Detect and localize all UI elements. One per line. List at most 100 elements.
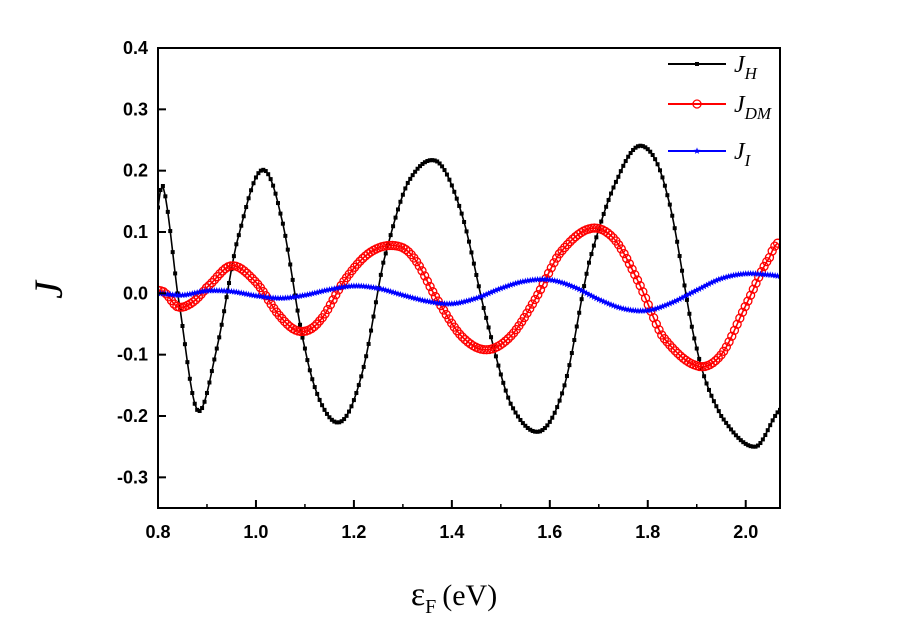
x-tick-label: 1.8 [635,522,660,542]
data-point [320,403,325,408]
data-point [743,296,753,306]
data-point [683,291,691,299]
data-point [173,271,178,276]
data-point [535,429,540,434]
data-point [721,417,726,422]
data-point [609,191,614,196]
data-point [239,266,249,276]
legend-item-i: JI [668,139,752,170]
data-point [249,188,254,193]
data-point [224,295,229,300]
data-point [295,308,300,313]
data-point [308,290,316,297]
data-point [511,406,516,411]
data-point [671,297,679,305]
series-j-dm [158,223,780,372]
data-point [574,324,579,329]
data-point [193,288,201,296]
data-point [284,294,292,301]
data-point [323,286,331,294]
data-point [373,300,378,305]
data-point [518,417,523,422]
y-tick-label: -0.1 [117,345,148,365]
data-point [533,290,543,300]
data-point [644,306,652,314]
data-point [667,202,672,207]
data-point [452,189,457,194]
data-point [603,228,613,238]
data-point [192,401,197,406]
data-point [639,307,647,314]
data-point [422,160,427,165]
data-point [170,250,175,255]
data-point [391,224,396,229]
data-point [327,415,332,420]
data-point [661,301,669,309]
data-point [490,287,497,295]
data-point [755,443,760,448]
data-point [512,279,519,287]
data-point [501,380,506,385]
data-point [560,391,565,396]
data-point [731,430,736,435]
data-point [351,398,356,403]
data-point [449,183,454,188]
data-point [381,260,386,265]
data-point [643,145,648,150]
data-point [706,387,711,392]
data-point [420,161,425,166]
data-point [450,299,458,307]
data-point [492,286,500,294]
data-point [662,183,667,188]
data-point [418,164,423,169]
data-point [751,278,761,288]
data-point [196,288,204,295]
plot-frame [157,47,781,509]
data-point [302,346,307,351]
data-point [616,244,626,254]
data-point [227,281,232,286]
data-point [727,331,737,341]
data-point [217,335,222,340]
data-point [338,283,346,291]
data-point [583,289,590,297]
data-point [591,243,596,248]
data-point [310,377,315,382]
data-point [600,298,608,305]
data-point [188,290,196,297]
data-point [753,444,758,449]
data-point [214,346,219,351]
data-point [241,214,246,219]
data-point [307,368,312,373]
data-point [568,282,576,290]
data-point [300,335,305,340]
data-point [732,271,740,278]
data-point [207,380,212,385]
data-point [500,336,511,346]
data-point [650,153,655,158]
data-point [294,292,302,300]
data-point [613,179,618,184]
data-point [275,201,280,206]
data-point [489,335,494,340]
data-point [316,288,324,295]
data-point [742,270,750,277]
data-point [565,281,573,289]
data-point [638,143,643,148]
data-point [611,185,616,190]
data-point [737,307,748,317]
data-point [425,159,430,164]
data-point [659,302,666,310]
data-point [220,263,230,274]
data-point [740,301,750,312]
data-point [393,215,398,220]
data-point [736,435,741,440]
data-point [403,186,408,191]
data-point [256,171,261,176]
data-point [356,383,361,388]
data-point [653,157,658,162]
data-point [586,260,591,265]
data-point [312,319,322,329]
data-point [455,299,463,306]
data-point [721,342,732,352]
